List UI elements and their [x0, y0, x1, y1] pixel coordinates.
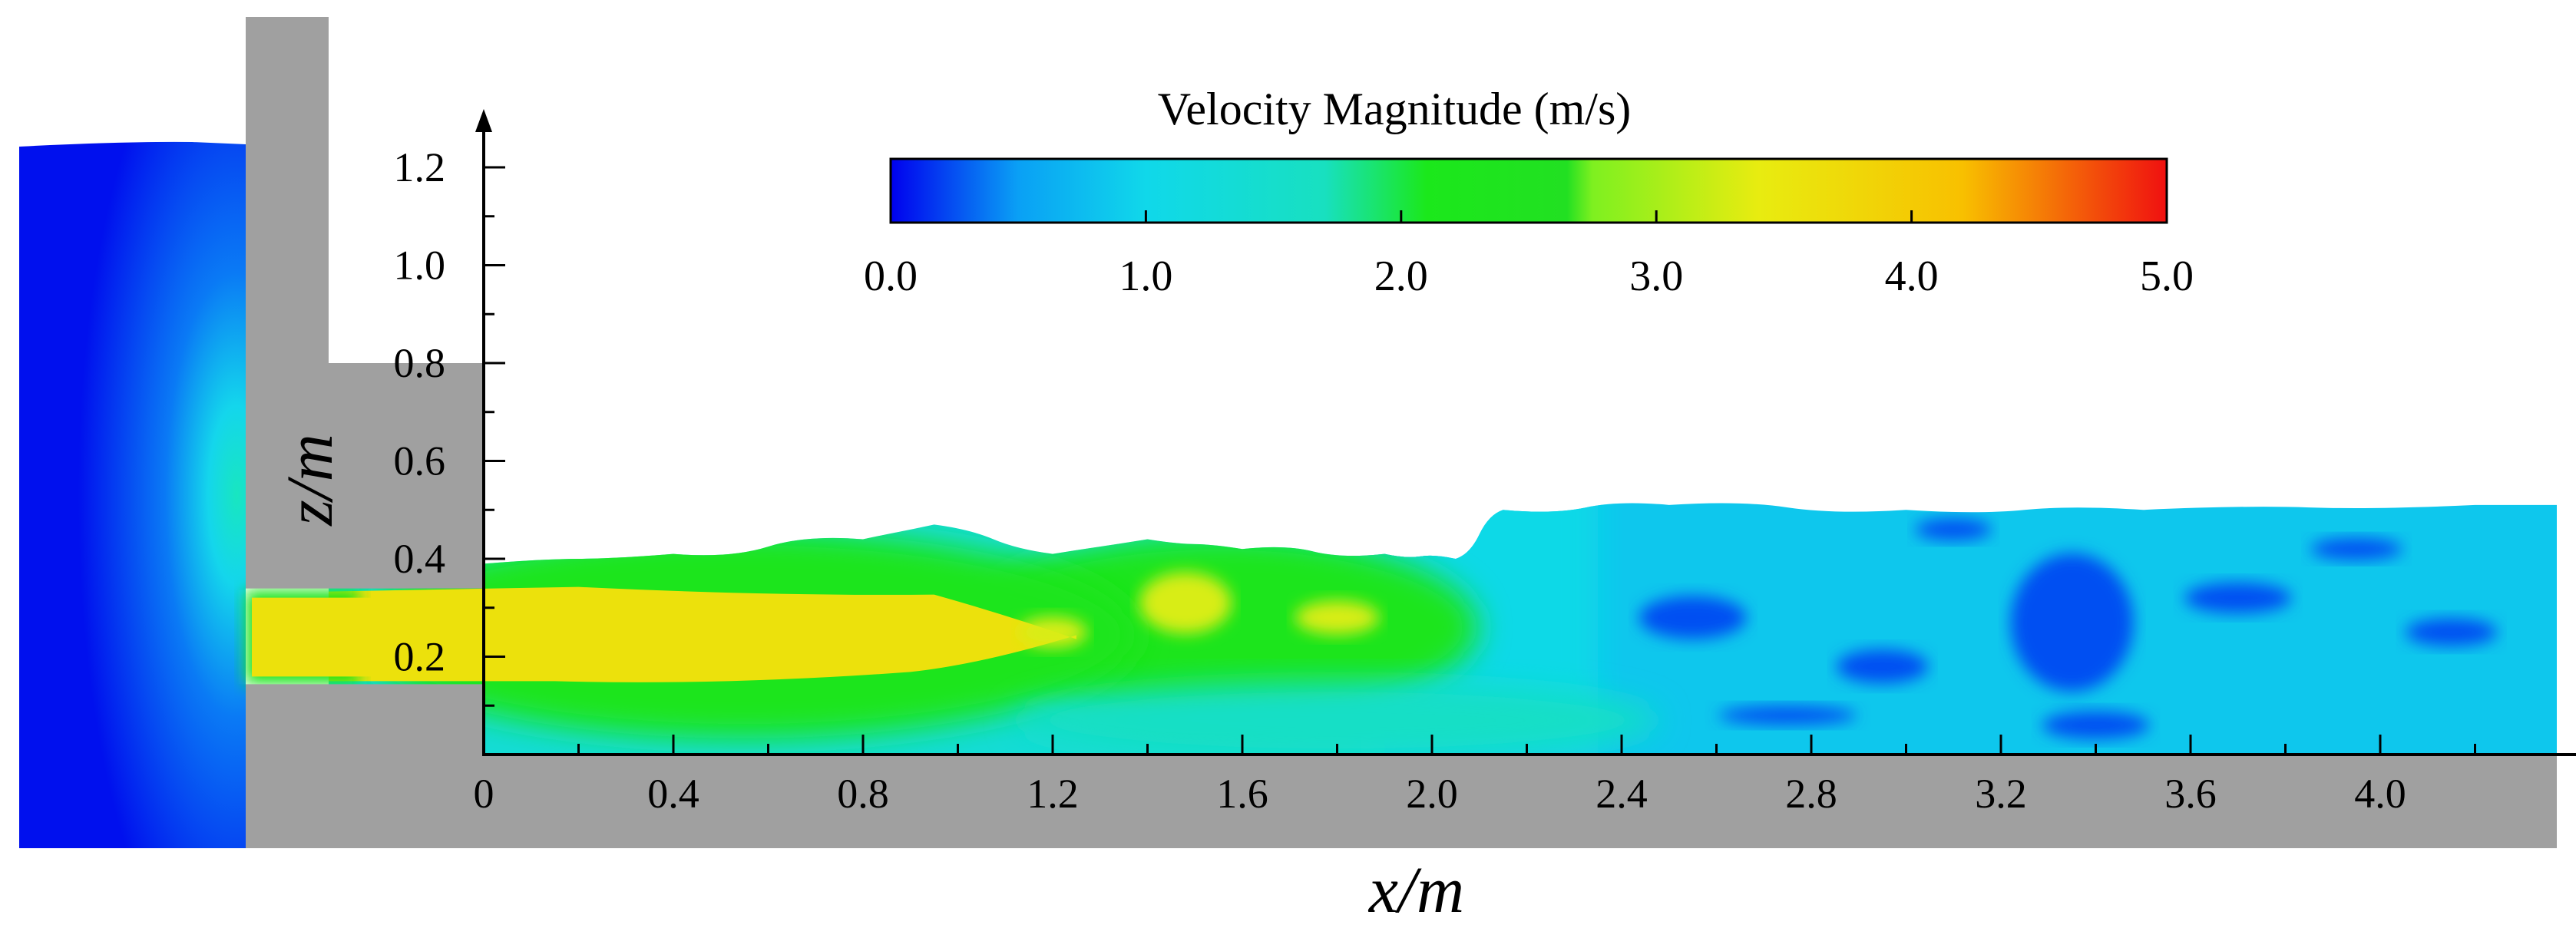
- x-tick-label: 2.0: [1406, 771, 1458, 817]
- contour-zone: [1295, 600, 1380, 635]
- x-tick-label: 1.2: [1027, 771, 1079, 817]
- contour-zone: [2010, 553, 2134, 692]
- contour-zone: [2405, 618, 2498, 646]
- y-tick-label: 0.6: [394, 438, 446, 484]
- x-tick-label: 2.4: [1596, 771, 1648, 817]
- contour-zone: [1718, 706, 1857, 725]
- x-tick-label: 4.0: [2354, 771, 2406, 817]
- y-axis-title: z/m: [273, 434, 346, 526]
- channel-floor: [482, 755, 2557, 848]
- colorbar-tick-label: 4.0: [1885, 253, 1939, 300]
- colorbar: Velocity Magnitude (m/s) 0.0 1.0 2.0 3.0 4.0…: [864, 84, 2194, 300]
- y-tick-label: 1.2: [394, 144, 446, 190]
- contour-zone: [1836, 649, 1929, 684]
- x-tick-label: 1.6: [1216, 771, 1268, 817]
- x-tick-label: 3.6: [2164, 771, 2217, 817]
- sluice-gate: [246, 17, 484, 589]
- y-axis: 0.2 0.4 0.6 0.8 1.0 1.2 z/m: [273, 109, 505, 755]
- y-tick-label: 0.4: [394, 536, 446, 582]
- contour-zone: [2310, 538, 2403, 560]
- flow-field: [19, 17, 2557, 848]
- colorbar-title: Velocity Magnitude (m/s): [1158, 84, 1632, 134]
- y-tick-label: 1.0: [394, 243, 446, 289]
- contour-zone: [1139, 572, 1232, 634]
- contour-zone: [1014, 682, 1660, 755]
- colorbar-tick-labels: 0.0 1.0 2.0 3.0 4.0 5.0: [864, 253, 2194, 300]
- x-tick-label: 0: [474, 771, 494, 817]
- colorbar-tick-label: 1.0: [1119, 253, 1172, 300]
- contour-zone: [1018, 616, 1087, 648]
- y-tick-label: 0.8: [394, 340, 446, 386]
- colorbar-tick-label: 2.0: [1374, 253, 1428, 300]
- colorbar-ticks: [1144, 210, 1913, 223]
- gate-jet-core: [252, 597, 381, 677]
- contour-zone: [1639, 596, 1747, 639]
- colorbar-tick-label: 3.0: [1629, 253, 1683, 300]
- x-axis-title: x/m: [1367, 853, 1464, 926]
- upstream-reservoir: [19, 141, 246, 848]
- x-tick-label: 2.8: [1785, 771, 1837, 817]
- x-tick-labels: 0 0.4 0.8 1.2 1.6 2.0 2.4 2.8 3.2 3.6 4.0: [474, 771, 2406, 817]
- x-axis: 0 0.4 0.8 1.2 1.6 2.0 2.4 2.8 3.2 3.6 4.0 x/m: [474, 735, 2576, 926]
- y-tick-label: 0.2: [394, 634, 446, 680]
- x-tick-label: 0.4: [647, 771, 699, 817]
- colorbar-tick-label: 0.0: [864, 253, 918, 300]
- y-ticks: [484, 166, 505, 707]
- contour-zone: [2184, 583, 2292, 613]
- colorbar-ramp: [889, 157, 2168, 224]
- colorbar-tick-label: 5.0: [2140, 253, 2194, 300]
- jet-core: [329, 586, 1076, 682]
- gate-sill: [246, 684, 484, 848]
- contour-zone: [1915, 518, 1992, 540]
- contour-zone: [2042, 711, 2150, 739]
- y-axis-arrowhead: [475, 109, 492, 132]
- water-region: [329, 503, 2557, 755]
- x-tick-label: 3.2: [1975, 771, 2027, 817]
- x-tick-label: 0.8: [837, 771, 889, 817]
- x-ticks: [577, 735, 2476, 755]
- y-tick-labels: 0.2 0.4 0.6 0.8 1.0 1.2: [394, 144, 446, 680]
